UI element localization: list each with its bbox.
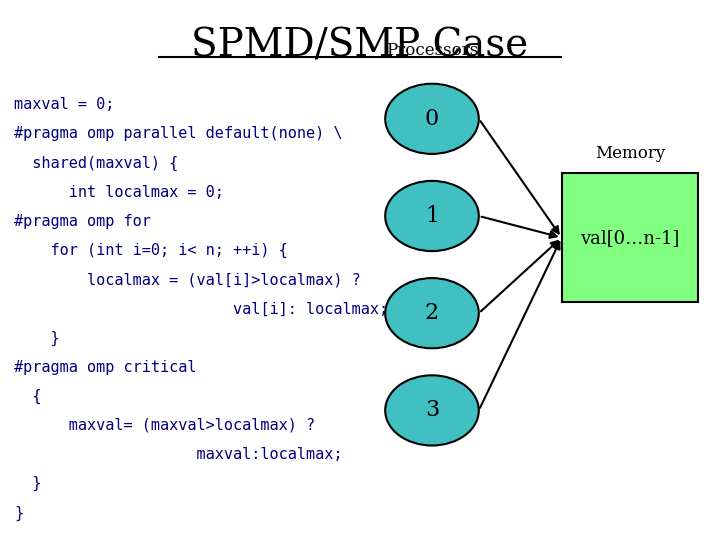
Text: Processors: Processors	[386, 43, 478, 59]
Text: val[0…n-1]: val[0…n-1]	[580, 228, 680, 247]
Text: }: }	[14, 476, 42, 491]
Text: Memory: Memory	[595, 145, 665, 162]
Circle shape	[385, 181, 479, 251]
Text: }: }	[14, 505, 24, 521]
Text: 1: 1	[425, 205, 439, 227]
Text: SPMD/SMP Case: SPMD/SMP Case	[192, 27, 528, 64]
Circle shape	[385, 278, 479, 348]
Text: #pragma omp critical: #pragma omp critical	[14, 360, 197, 375]
FancyBboxPatch shape	[562, 173, 698, 302]
Text: 2: 2	[425, 302, 439, 324]
Text: 0: 0	[425, 108, 439, 130]
Text: int localmax = 0;: int localmax = 0;	[14, 185, 224, 200]
Text: shared(maxval) {: shared(maxval) {	[14, 156, 179, 171]
Text: val[i]: localmax;: val[i]: localmax;	[14, 301, 389, 316]
Text: {: {	[14, 389, 42, 404]
Text: #pragma omp parallel default(none) \: #pragma omp parallel default(none) \	[14, 126, 343, 141]
Text: maxval= (maxval>localmax) ?: maxval= (maxval>localmax) ?	[14, 418, 315, 433]
Text: #pragma omp for: #pragma omp for	[14, 214, 151, 229]
Text: for (int i=0; i< n; ++i) {: for (int i=0; i< n; ++i) {	[14, 243, 288, 258]
Text: 3: 3	[425, 400, 439, 421]
Circle shape	[385, 375, 479, 445]
Text: }: }	[14, 330, 60, 346]
Text: localmax = (val[i]>localmax) ?: localmax = (val[i]>localmax) ?	[14, 272, 361, 287]
Text: maxval = 0;: maxval = 0;	[14, 97, 114, 112]
Circle shape	[385, 84, 479, 154]
Text: maxval:localmax;: maxval:localmax;	[14, 447, 343, 462]
